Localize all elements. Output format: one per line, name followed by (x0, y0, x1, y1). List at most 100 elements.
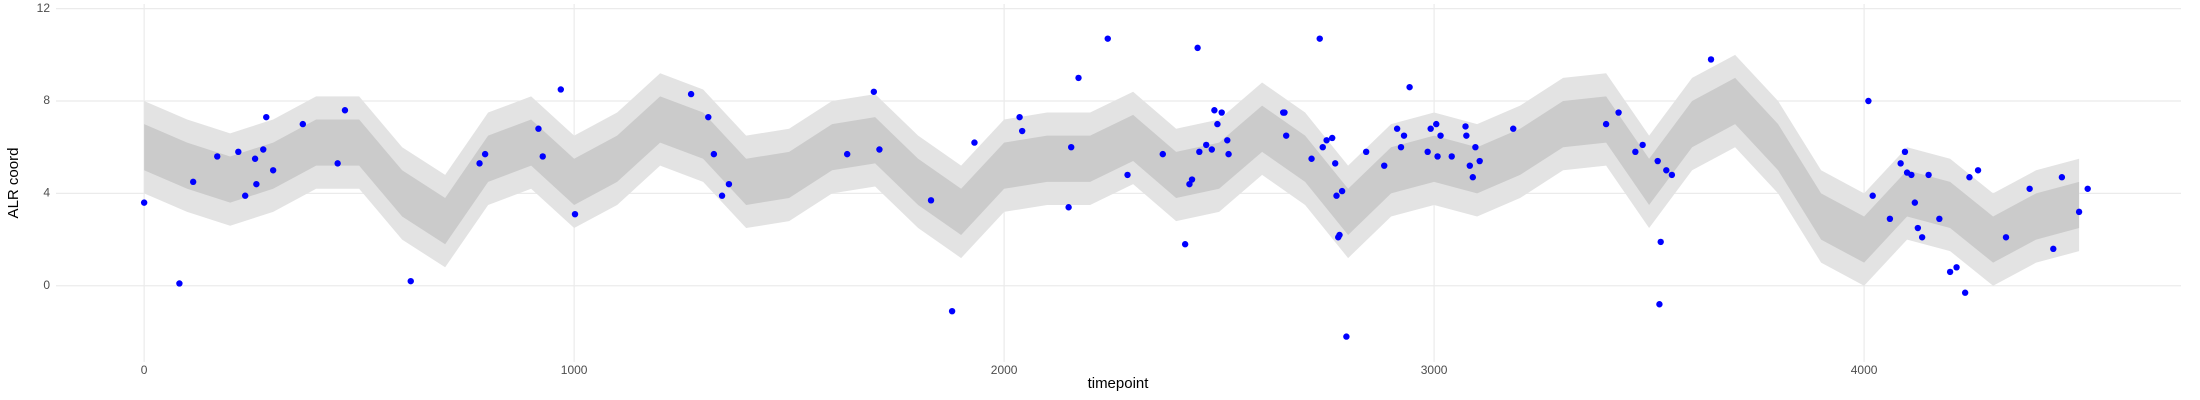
point (263, 113, 270, 121)
point (725, 180, 733, 188)
point (1466, 162, 1474, 169)
x-tick-label: 2000 (991, 363, 1018, 377)
point (251, 155, 259, 162)
point (870, 88, 878, 95)
point (1362, 148, 1370, 156)
point (1663, 167, 1670, 174)
point (334, 160, 341, 167)
point (1208, 146, 1216, 153)
point (1953, 264, 1960, 271)
point (687, 90, 695, 98)
point (1656, 301, 1663, 308)
point (1427, 125, 1434, 132)
point (1282, 132, 1290, 139)
point (1381, 162, 1388, 169)
point (1068, 144, 1075, 151)
point (299, 120, 307, 128)
point (710, 150, 718, 158)
point (1329, 134, 1336, 142)
point (1203, 141, 1210, 149)
point (476, 160, 483, 167)
point (1224, 137, 1231, 144)
y-tick-label: 8 (43, 93, 50, 107)
point (1918, 234, 1926, 241)
point (2002, 234, 2010, 241)
point (1016, 113, 1023, 121)
point (948, 307, 956, 315)
point (1897, 160, 1904, 167)
point (535, 125, 542, 132)
ribbon (144, 77, 2080, 263)
point (1437, 132, 1444, 139)
point (1194, 44, 1201, 52)
point (1901, 148, 1909, 156)
point (140, 199, 148, 206)
point (1211, 107, 1218, 114)
point (1406, 83, 1413, 91)
point (1424, 148, 1431, 156)
point (971, 139, 978, 146)
point (1188, 176, 1196, 183)
point (1707, 56, 1715, 63)
point (1434, 153, 1441, 160)
point (1433, 120, 1440, 128)
point (1869, 192, 1876, 199)
point (1065, 204, 1072, 211)
point (235, 148, 242, 156)
point (269, 167, 277, 174)
point (1462, 123, 1469, 130)
x-tick-label: 4000 (1851, 363, 1878, 377)
point (1946, 268, 1954, 276)
point (1908, 171, 1915, 179)
point (1936, 215, 1943, 222)
point (1974, 167, 1982, 174)
point (1124, 171, 1131, 179)
point (1338, 187, 1346, 195)
point (2050, 245, 2057, 253)
point (1510, 125, 1517, 132)
point (1448, 153, 1455, 160)
point (1476, 157, 1483, 165)
point (176, 280, 183, 287)
point (1225, 150, 1232, 158)
point (1639, 141, 1646, 149)
point (1925, 171, 1932, 179)
point (1075, 74, 1082, 82)
point (1333, 192, 1340, 199)
point (1214, 120, 1221, 128)
point (214, 153, 221, 160)
point (1654, 157, 1661, 165)
point (876, 146, 883, 153)
point (1397, 144, 1405, 151)
point (718, 192, 726, 199)
point (843, 150, 851, 158)
point (539, 153, 546, 160)
point (1018, 127, 1026, 135)
point (341, 107, 349, 114)
point (1281, 109, 1288, 116)
point (2084, 185, 2091, 192)
point (1196, 148, 1203, 156)
point (260, 146, 267, 153)
point (1865, 97, 1872, 105)
point (1319, 144, 1326, 151)
point (1961, 289, 1969, 296)
point (253, 180, 260, 188)
point (1332, 160, 1339, 167)
point (705, 113, 712, 121)
point (1657, 238, 1664, 246)
point (1668, 171, 1676, 179)
point (241, 192, 249, 199)
point (1914, 224, 1922, 232)
point (2075, 208, 2083, 216)
point (1602, 120, 1610, 128)
point (557, 86, 565, 93)
x-tick-label: 1000 (561, 363, 588, 377)
point (1308, 155, 1315, 162)
point (1463, 132, 1470, 139)
y-axis-title: ALR coord (5, 148, 22, 219)
point (1911, 199, 1919, 206)
point (2026, 185, 2033, 192)
point (1336, 231, 1343, 239)
point (1886, 215, 1894, 222)
